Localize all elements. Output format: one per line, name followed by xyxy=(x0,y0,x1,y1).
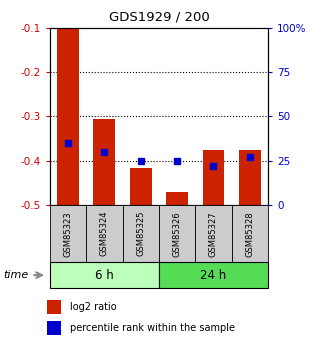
Text: GSM85328: GSM85328 xyxy=(245,211,254,257)
Bar xyxy=(86,205,123,262)
Bar xyxy=(93,119,115,205)
Bar xyxy=(57,28,79,205)
Text: GSM85325: GSM85325 xyxy=(136,211,145,256)
Text: GSM85327: GSM85327 xyxy=(209,211,218,257)
Bar xyxy=(166,192,188,205)
Bar xyxy=(232,205,268,262)
Text: 6 h: 6 h xyxy=(95,269,114,282)
Bar xyxy=(203,150,224,205)
Text: time: time xyxy=(3,270,29,280)
Text: log2 ratio: log2 ratio xyxy=(70,302,116,312)
Bar xyxy=(47,300,61,314)
Bar xyxy=(159,262,268,288)
Bar xyxy=(50,205,86,262)
Text: GSM85326: GSM85326 xyxy=(173,211,182,257)
Text: GSM85323: GSM85323 xyxy=(64,211,73,257)
Text: percentile rank within the sample: percentile rank within the sample xyxy=(70,323,235,333)
Bar xyxy=(130,168,152,205)
Title: GDS1929 / 200: GDS1929 / 200 xyxy=(108,11,209,24)
Bar xyxy=(159,205,195,262)
Bar xyxy=(123,205,159,262)
Bar xyxy=(195,205,232,262)
Text: GSM85324: GSM85324 xyxy=(100,211,109,256)
Bar xyxy=(239,150,261,205)
Bar xyxy=(50,262,159,288)
Text: 24 h: 24 h xyxy=(200,269,227,282)
Bar xyxy=(47,322,61,335)
